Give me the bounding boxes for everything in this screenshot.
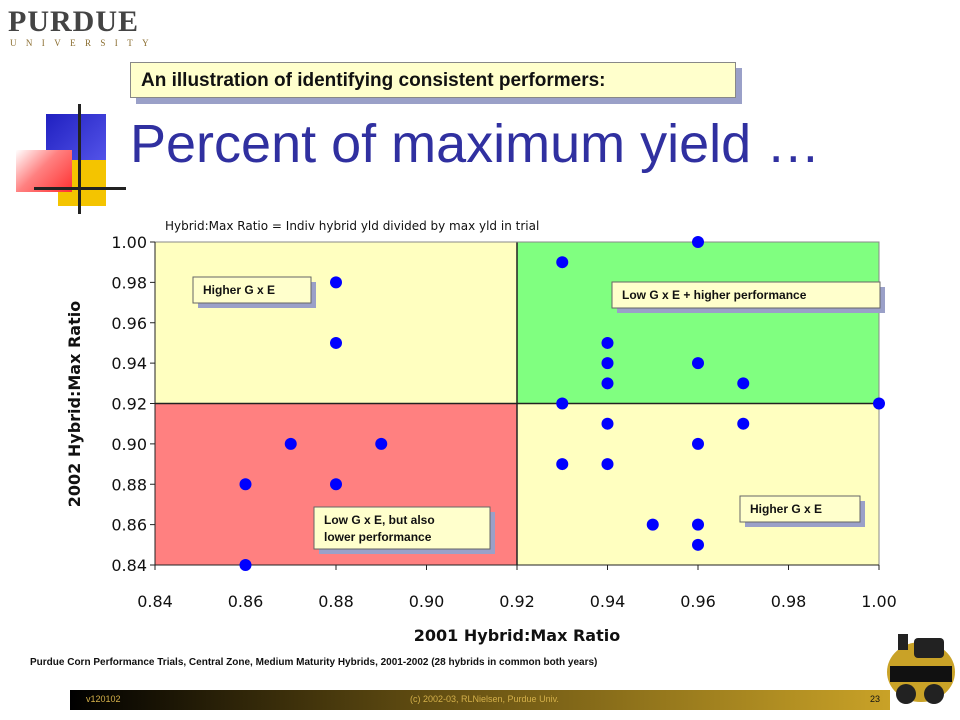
quadrant-label-box: Low G x E + higher performance [611,281,885,313]
y-tick-label: 0.84 [111,556,147,575]
data-point [692,236,704,248]
quadrant-label-background [611,281,881,309]
x-tick-label: 0.92 [499,592,535,611]
quadrant-labels: Higher G x E Low G x E + higher performan… [192,276,885,554]
data-point [692,357,704,370]
callout-box: An illustration of identifying consisten… [130,62,736,98]
quadrant-label-text: Higher G x E [203,283,275,297]
chart-axes: 0.84 0.86 0.88 0.90 0.92 0.94 0.96 0.98 1.00 0.84… [111,233,896,611]
chart-points [239,236,885,571]
x-tick-label: 0.88 [318,592,354,611]
data-point [330,276,342,289]
quadrant-label-text: Higher G x E [750,502,822,516]
quadrant-label-box: Low G x E, but also lower performance [313,506,495,554]
data-point [692,518,704,531]
slide-number: 23 [869,694,880,704]
data-point [692,437,704,450]
footer-bar: v120102 (c) 2002-03, RLNielsen, Purdue U… [70,690,890,710]
quadrant-label-box: Higher G x E [192,276,316,308]
data-point [692,538,704,551]
data-point [601,417,614,430]
logo-wordmark: PURDUE [8,5,139,38]
data-point [375,437,388,450]
quadrant-label-background [313,506,491,550]
data-point [601,458,614,471]
footer-version: v120102 [86,694,121,704]
x-tick-label: 1.00 [861,592,897,611]
quadrant-upper-left [155,242,517,404]
data-point [284,437,297,450]
y-tick-label: 1.00 [111,233,147,252]
y-axis-label: 2002 Hybrid:Max Ratio [65,301,84,507]
x-tick-label: 0.98 [771,592,807,611]
quadrant-label-background [739,495,861,523]
purdue-logo: PURDUE UNIVERSITY [6,5,149,49]
data-point [239,559,252,571]
data-point [873,397,885,410]
x-tick-label: 0.86 [228,592,264,611]
data-point [556,397,569,410]
y-tick-label: 0.88 [111,475,147,494]
quadrant-label-background [192,276,312,304]
x-axis-label: 2001 Hybrid:Max Ratio [414,626,620,645]
logo-subtitle: UNIVERSITY [10,38,158,48]
data-point [556,458,569,471]
x-tick-label: 0.94 [590,592,626,611]
quadrant-label-box: Higher G x E [739,495,865,527]
data-point [737,377,750,390]
y-tick-label: 0.96 [111,314,147,333]
data-point [239,478,252,491]
data-point [330,478,342,491]
data-point [601,336,614,349]
y-tick-label: 0.92 [111,395,147,414]
footer-copyright: (c) 2002-03, RLNielsen, Purdue Univ. [410,694,559,704]
y-tick-label: 0.90 [111,435,147,454]
data-point [737,417,750,430]
quadrant-upper-right [517,242,879,404]
data-point [556,256,569,269]
x-tick-label: 0.90 [409,592,445,611]
decorative-vertical-line [78,104,81,214]
decorative-red-square [16,150,72,192]
purdue-train-mascot-icon [887,634,955,704]
quadrant-label-text: Low G x E + higher performance [622,288,807,302]
decorative-horizontal-line [34,187,126,190]
data-point [601,357,614,370]
y-tick-label: 0.98 [111,273,147,292]
source-note: Purdue Corn Performance Trials, Central … [30,657,598,668]
data-point [646,518,659,531]
y-tick-label: 0.86 [111,516,147,535]
chart-title: Hybrid:Max Ratio = Indiv hybrid yld divi… [165,219,539,233]
x-tick-label: 0.96 [680,592,716,611]
x-tick-label: 0.84 [137,592,173,611]
quadrant-lower-right [517,403,879,565]
quadrant-label-text: Low G x E, but also lower performance [324,513,435,544]
data-point [330,336,342,349]
y-tick-label: 0.94 [111,354,147,373]
slide-title: Percent of maximum yield … [130,114,821,174]
data-point [601,377,614,390]
